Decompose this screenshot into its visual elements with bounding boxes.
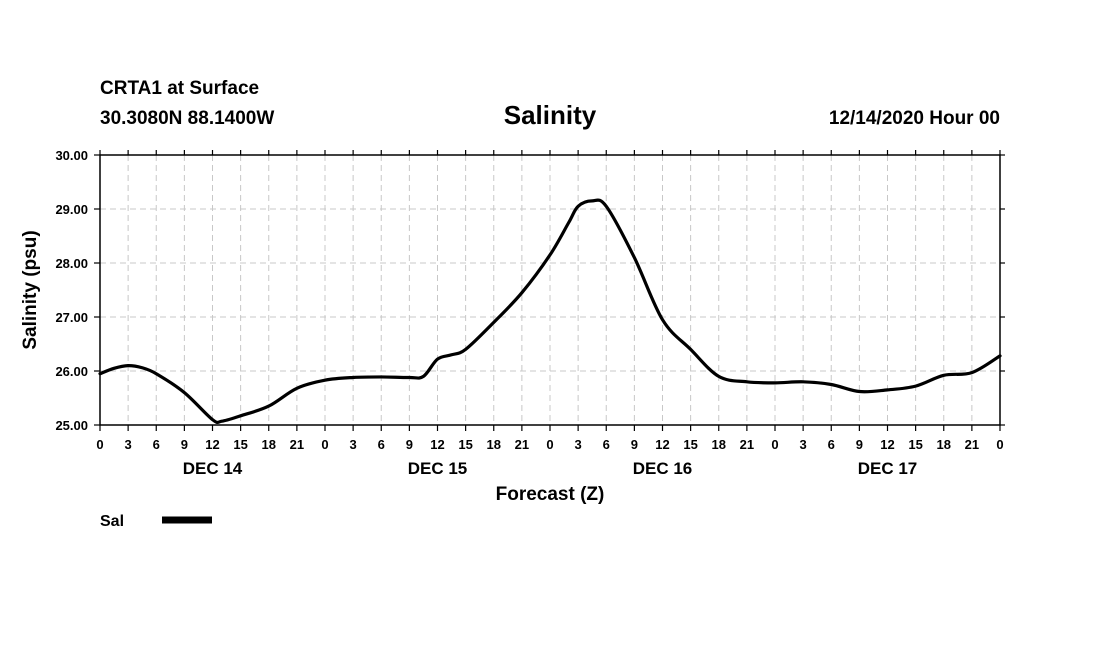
x-tick-label: 12 [655, 437, 669, 452]
x-tick-label: 9 [856, 437, 863, 452]
x-tick-label: 18 [487, 437, 501, 452]
day-label: DEC 17 [858, 459, 918, 478]
y-tick-label: 29.00 [55, 202, 88, 217]
x-tick-label: 0 [996, 437, 1003, 452]
day-label: DEC 16 [633, 459, 693, 478]
y-tick-label: 26.00 [55, 364, 88, 379]
chart-title: Salinity [504, 100, 597, 130]
legend-label: Sal [100, 513, 124, 530]
x-tick-label: 6 [603, 437, 610, 452]
day-labels: DEC 14 DEC 15 DEC 16 DEC 17 [183, 459, 918, 478]
x-tick-label: 0 [321, 437, 328, 452]
run-label: 12/14/2020 Hour 00 [829, 108, 1000, 129]
x-tick-label: 0 [771, 437, 778, 452]
x-tick-label: 6 [153, 437, 160, 452]
x-tick-label: 21 [740, 437, 754, 452]
x-tick-label: 9 [406, 437, 413, 452]
x-tick-label: 6 [828, 437, 835, 452]
series-line-sal [98, 198, 1002, 425]
x-tick-label: 3 [575, 437, 582, 452]
day-label: DEC 15 [408, 459, 468, 478]
x-tick-label: 18 [262, 437, 276, 452]
y-tick-label: 25.00 [55, 418, 88, 433]
y-axis-ticks: 25.00 26.00 27.00 28.00 29.00 30.00 [55, 148, 1005, 433]
station-label: CRTA1 at Surface [100, 78, 259, 99]
grid-lines [100, 155, 1000, 425]
x-tick-label: 15 [233, 437, 247, 452]
x-tick-label: 9 [181, 437, 188, 452]
x-tick-label: 12 [430, 437, 444, 452]
x-tick-label: 3 [125, 437, 132, 452]
x-tick-label: 3 [350, 437, 357, 452]
y-axis-label: Salinity (psu) [20, 230, 41, 349]
y-tick-label: 30.00 [55, 148, 88, 163]
x-tick-label: 9 [631, 437, 638, 452]
x-tick-label: 0 [96, 437, 103, 452]
x-axis-ticks: 0 3 6 9 12 15 18 21 0 3 6 9 12 15 18 21 0 3 6 9 12 15 18 21 0 3 6 9… [96, 150, 1004, 452]
x-axis-label: Forecast (Z) [496, 484, 605, 505]
x-tick-label: 18 [712, 437, 726, 452]
x-tick-label: 21 [965, 437, 979, 452]
x-tick-label: 15 [683, 437, 697, 452]
x-tick-label: 21 [290, 437, 304, 452]
plot-area-frame [99, 154, 1001, 426]
y-tick-label: 28.00 [55, 256, 88, 271]
x-tick-label: 21 [515, 437, 529, 452]
x-tick-label: 15 [908, 437, 922, 452]
x-tick-label: 12 [205, 437, 219, 452]
x-tick-label: 6 [378, 437, 385, 452]
x-tick-label: 15 [458, 437, 472, 452]
x-tick-label: 18 [937, 437, 951, 452]
legend: Sal [100, 513, 212, 530]
location-label: 30.3080N 88.1400W [100, 108, 274, 129]
day-label: DEC 14 [183, 459, 243, 478]
y-tick-label: 27.00 [55, 310, 88, 325]
x-tick-label: 12 [880, 437, 894, 452]
x-tick-label: 0 [546, 437, 553, 452]
x-tick-label: 3 [800, 437, 807, 452]
